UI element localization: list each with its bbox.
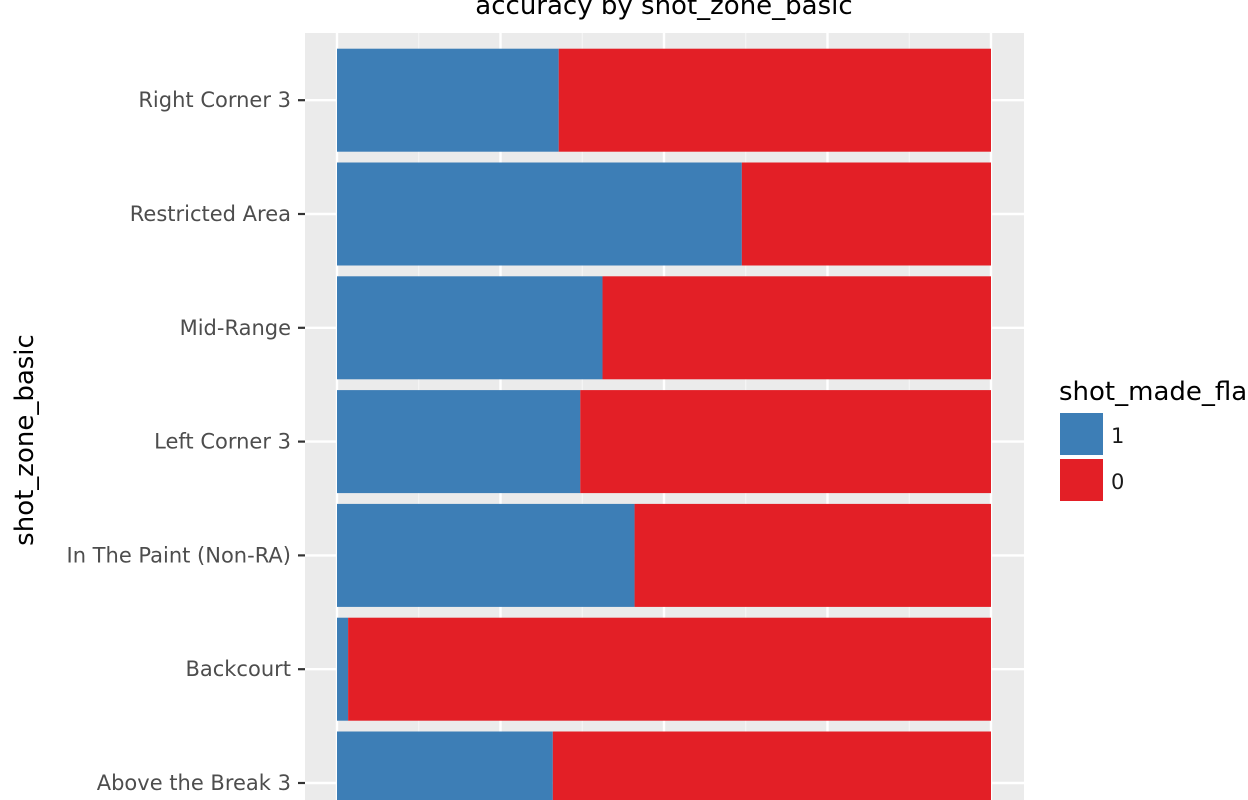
y-tick-label: Right Corner 3 [138, 88, 291, 112]
y-tick-label: In The Paint (Non-RA) [67, 543, 292, 567]
bar-0 [348, 617, 991, 721]
bars [337, 48, 991, 800]
bar-1 [337, 48, 559, 152]
y-tick-label: Above the Break 3 [97, 771, 291, 795]
legend-title: shot_made_flag [1059, 377, 1248, 407]
legend-label: 1 [1111, 424, 1124, 448]
legend-key-0 [1060, 459, 1103, 501]
bar-1 [337, 276, 603, 380]
bar-0 [580, 390, 991, 494]
bar-1 [337, 731, 553, 800]
y-tick-label: Restricted Area [130, 202, 291, 226]
bar-1 [337, 390, 581, 494]
legend: shot_made_flag 1 0 [1059, 377, 1248, 501]
y-tick-label: Backcourt [185, 657, 291, 681]
bar-0 [741, 162, 991, 266]
y-tick-label: Mid-Range [180, 316, 291, 340]
bar-0 [558, 48, 991, 152]
y-axis-title: shot_zone_basic [10, 334, 40, 546]
legend-label: 0 [1111, 470, 1124, 494]
bar-0 [602, 276, 991, 380]
bar-1 [337, 617, 349, 721]
chart-title: accuracy by shot_zone_basic [475, 0, 852, 21]
legend-key-1 [1060, 413, 1103, 455]
y-tick-label: Left Corner 3 [154, 430, 291, 454]
bar-1 [337, 503, 635, 607]
bar-1 [337, 162, 742, 266]
bar-0 [634, 503, 991, 607]
y-axis: Above the Break 3 Backcourt In The Paint (… [67, 88, 305, 795]
bar-0 [552, 731, 991, 800]
